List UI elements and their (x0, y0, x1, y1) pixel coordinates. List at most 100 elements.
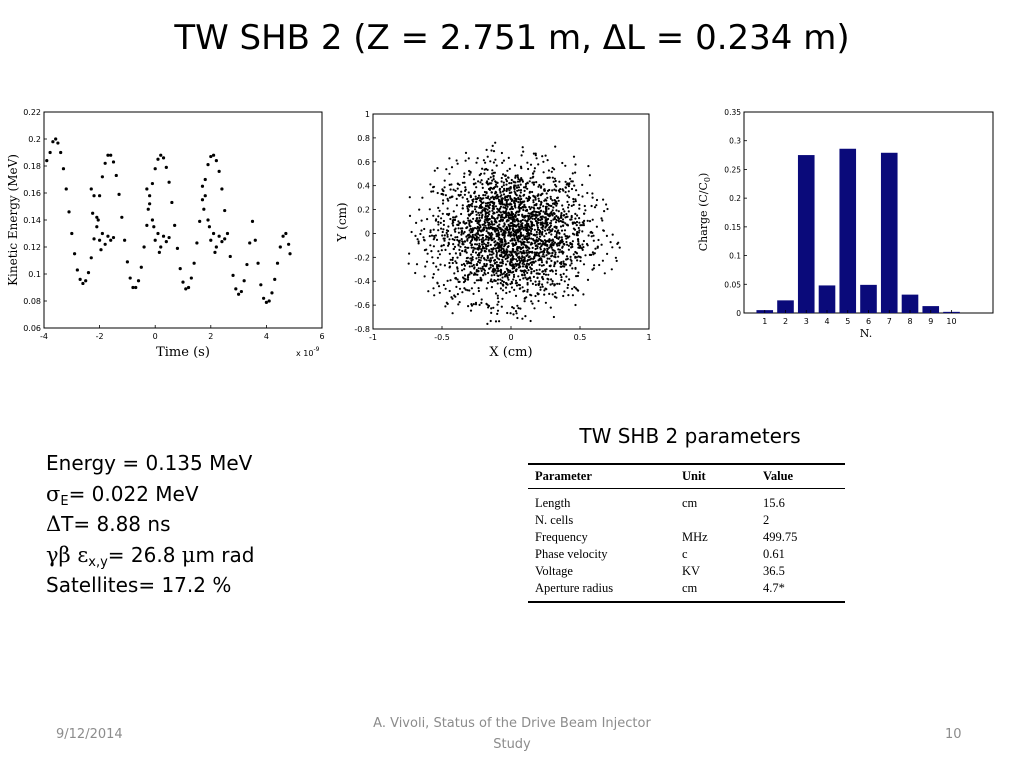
scatter-point (100, 231, 104, 236)
scatter-point (467, 157, 470, 160)
scatter-point (511, 198, 514, 201)
scatter-point (521, 180, 524, 183)
scatter-point (502, 193, 506, 196)
scatter-point (573, 286, 576, 289)
scatter-point (541, 243, 544, 246)
scatter-point (432, 238, 435, 241)
scatter-point (575, 275, 578, 278)
scatter-point (448, 172, 451, 175)
scatter-point (553, 177, 556, 180)
scatter-point (558, 180, 561, 183)
scatter-point (435, 265, 438, 268)
scatter-point (520, 233, 523, 236)
scatter-point (493, 259, 496, 262)
scatter-point (502, 159, 505, 162)
scatter-point (464, 159, 467, 162)
scatter-point (513, 265, 516, 269)
scatter-point (467, 219, 470, 222)
scatter-point (98, 194, 102, 198)
scatter-point (550, 229, 553, 232)
scatter-point (486, 155, 489, 158)
scatter-point (468, 173, 471, 176)
scatter-point (542, 255, 546, 258)
table-row: Voltage KV 36.5 (528, 563, 845, 580)
scatter-point (538, 242, 541, 245)
scatter-point (464, 151, 468, 154)
scatter-point (525, 232, 529, 235)
scatter-point (200, 198, 205, 202)
scatter-point (426, 218, 429, 221)
scatter-point (466, 239, 469, 242)
scatter-point (543, 248, 546, 251)
scatter-point (534, 244, 537, 247)
scatter-point (518, 203, 522, 206)
scatter-point (541, 270, 544, 273)
scatter-point (490, 278, 493, 281)
scatter-point (502, 173, 505, 176)
scatter-point (446, 197, 449, 200)
scatter-point (465, 260, 468, 263)
scatter-point (502, 284, 505, 287)
scatter-point (495, 249, 498, 253)
transverse-distribution-chart-svg: -1 -0.5 0 0.5 1 -0.8-0.6-0.4-0.200.20.40.60.… (335, 110, 652, 360)
scatter-point (456, 162, 459, 165)
scatter-point (502, 225, 505, 228)
scatter-point (553, 203, 556, 206)
scatter-point (59, 150, 63, 155)
scatter-point (92, 237, 96, 241)
scatter-point (157, 250, 161, 254)
scatter-point (537, 293, 540, 296)
bar (777, 300, 794, 313)
scatter-point (507, 187, 510, 190)
scatter-point (570, 180, 573, 183)
scatter-point (491, 209, 494, 212)
scatter-point (576, 214, 579, 217)
scatter-point (492, 269, 495, 272)
scatter-point (518, 278, 522, 281)
scatter-point (497, 300, 500, 303)
scatter-point (545, 232, 548, 235)
scatter-point (460, 212, 463, 216)
scatter-point (508, 167, 511, 170)
scatter-point (571, 267, 574, 270)
scatter-point (486, 256, 489, 259)
scatter-point (565, 268, 568, 272)
scatter-point (555, 233, 558, 237)
scatter-point (509, 224, 512, 227)
scatter-point (493, 227, 496, 230)
scatter-point (504, 286, 508, 289)
scatter-point (521, 269, 525, 272)
scatter-point (550, 211, 553, 214)
scatter-point (479, 259, 482, 262)
scatter-point (518, 229, 521, 233)
scatter-point (432, 214, 435, 217)
scatter-point (474, 243, 477, 246)
scatter-point (486, 215, 489, 218)
scatter-point (454, 189, 457, 192)
scatter-point (473, 192, 476, 195)
scatter-point (512, 275, 516, 278)
scatter-point (516, 263, 520, 266)
scatter-point (477, 236, 480, 239)
scatter-point (486, 204, 489, 207)
scatter-point (519, 247, 522, 250)
scatter-point (500, 243, 503, 246)
scatter-point (539, 246, 542, 249)
scatter-point (591, 218, 594, 221)
scatter-point (456, 187, 459, 190)
scatter-point (483, 262, 486, 266)
mu-symbol: μ (181, 542, 196, 567)
scatter-point (213, 250, 217, 254)
scatter-point (504, 240, 507, 243)
scatter-point (558, 282, 561, 285)
scatter-point (566, 200, 569, 203)
scatter-point (250, 219, 255, 223)
scatter-point (517, 225, 520, 228)
scatter-point (594, 247, 597, 250)
scatter-point (458, 280, 461, 283)
scatter-point (509, 195, 512, 198)
scatter-point (516, 176, 519, 179)
scatter-point (495, 272, 498, 275)
scatter-point (532, 261, 535, 264)
scatter-point (562, 189, 565, 192)
